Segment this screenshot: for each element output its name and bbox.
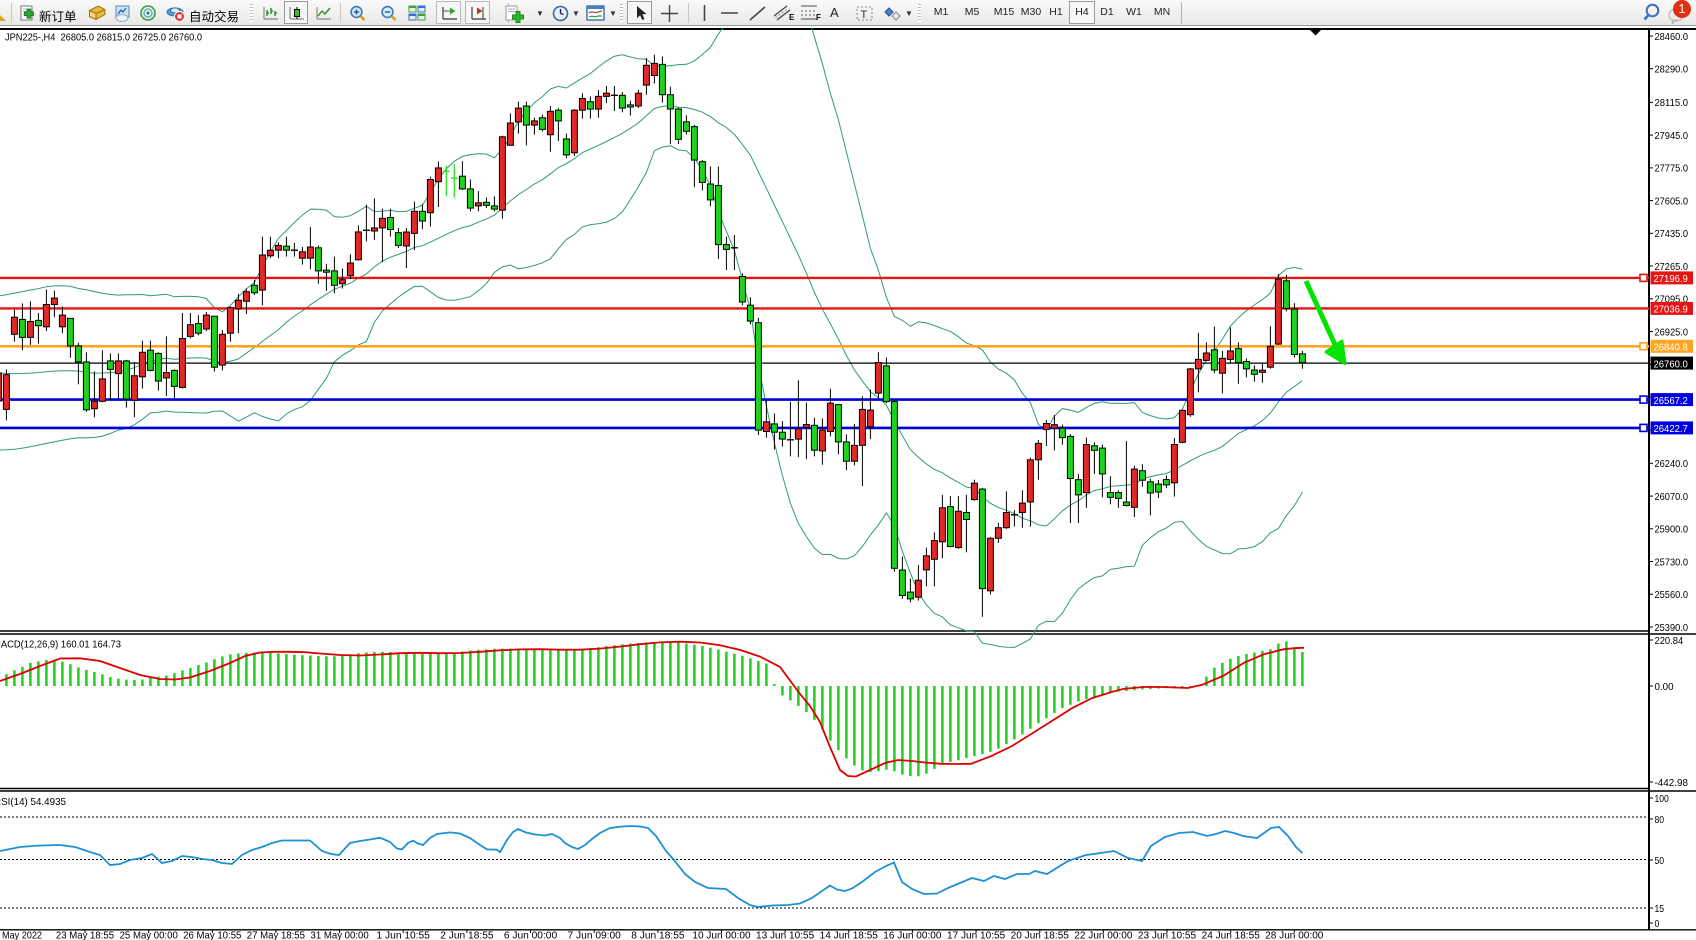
svg-text:25390.0: 25390.0 — [1655, 622, 1689, 634]
svg-text:27 May 18:55: 27 May 18:55 — [247, 931, 306, 940]
svg-text:25900.0: 25900.0 — [1655, 524, 1689, 536]
svg-text:15: 15 — [1655, 903, 1665, 915]
svg-text:RSI(14) 54.4935: RSI(14) 54.4935 — [0, 796, 66, 808]
svg-text:28115.0: 28115.0 — [1655, 97, 1689, 109]
svg-text:26422.7: 26422.7 — [1654, 423, 1688, 435]
svg-text:14 Jun 18:55: 14 Jun 18:55 — [820, 931, 879, 940]
svg-text:-442.98: -442.98 — [1655, 777, 1689, 789]
svg-text:26 May 10:55: 26 May 10:55 — [183, 931, 242, 940]
svg-text:26840.8: 26840.8 — [1654, 342, 1688, 354]
svg-text:2 Jun 18:55: 2 Jun 18:55 — [440, 931, 494, 940]
svg-text:27265.0: 27265.0 — [1655, 261, 1689, 273]
svg-text:8 Jun 18:55: 8 Jun 18:55 — [631, 931, 685, 940]
svg-text:26567.2: 26567.2 — [1654, 395, 1688, 407]
svg-text:28460.0: 28460.0 — [1655, 31, 1689, 43]
svg-text:26760.0: 26760.0 — [1654, 358, 1688, 370]
svg-text:25 May 00:00: 25 May 00:00 — [120, 931, 179, 940]
svg-text:80: 80 — [1655, 814, 1665, 826]
svg-text:7 Jun 09:00: 7 Jun 09:00 — [568, 931, 622, 940]
svg-text:16 Jun 00:00: 16 Jun 00:00 — [883, 931, 942, 940]
svg-text:220.84: 220.84 — [1655, 635, 1684, 647]
svg-text:25560.0: 25560.0 — [1655, 589, 1689, 601]
svg-text:27945.0: 27945.0 — [1655, 130, 1689, 142]
svg-text:0.00: 0.00 — [1655, 681, 1674, 693]
svg-text:6 Jun 00:00: 6 Jun 00:00 — [504, 931, 558, 940]
svg-text:31 May 00:00: 31 May 00:00 — [311, 931, 370, 940]
svg-text:27435.0: 27435.0 — [1655, 228, 1689, 240]
svg-text:27605.0: 27605.0 — [1655, 195, 1689, 207]
svg-text:28290.0: 28290.0 — [1655, 64, 1689, 76]
svg-text:27196.9: 27196.9 — [1654, 273, 1688, 285]
svg-text:20 Jun 18:55: 20 Jun 18:55 — [1011, 931, 1070, 940]
svg-text:100: 100 — [1655, 793, 1669, 805]
svg-text:24 Jun 18:55: 24 Jun 18:55 — [1202, 931, 1261, 940]
svg-text:23 May 18:55: 23 May 18:55 — [56, 931, 115, 940]
svg-text:28 Jun 00:00: 28 Jun 00:00 — [1265, 931, 1324, 940]
svg-text:26070.0: 26070.0 — [1655, 491, 1689, 503]
svg-text:13 Jun 10:55: 13 Jun 10:55 — [756, 931, 815, 940]
svg-text:26925.0: 26925.0 — [1655, 326, 1689, 338]
svg-text:10 Jun 00:00: 10 Jun 00:00 — [692, 931, 751, 940]
svg-text:T: T — [861, 9, 868, 21]
svg-text:1 Jun 10:55: 1 Jun 10:55 — [377, 931, 431, 940]
svg-text:May 2022: May 2022 — [2, 931, 42, 940]
svg-text:25730.0: 25730.0 — [1655, 556, 1689, 568]
svg-text:22 Jun 00:00: 22 Jun 00:00 — [1074, 931, 1133, 940]
svg-text:MACD(12,26,9) 160.01 164.73: MACD(12,26,9) 160.01 164.73 — [0, 639, 121, 651]
svg-text:50: 50 — [1655, 855, 1665, 867]
svg-text:JPN225-,H4 26805.0 26815.0 26: JPN225-,H4 26805.0 26815.0 26725.0 26760… — [5, 32, 202, 44]
svg-text:26240.0: 26240.0 — [1655, 458, 1689, 470]
svg-text:27036.9: 27036.9 — [1654, 304, 1688, 316]
svg-text:23 Jun 10:55: 23 Jun 10:55 — [1138, 931, 1197, 940]
svg-text:17 Jun 10:55: 17 Jun 10:55 — [947, 931, 1006, 940]
svg-text:27775.0: 27775.0 — [1655, 163, 1689, 175]
svg-text:0: 0 — [1655, 918, 1660, 930]
